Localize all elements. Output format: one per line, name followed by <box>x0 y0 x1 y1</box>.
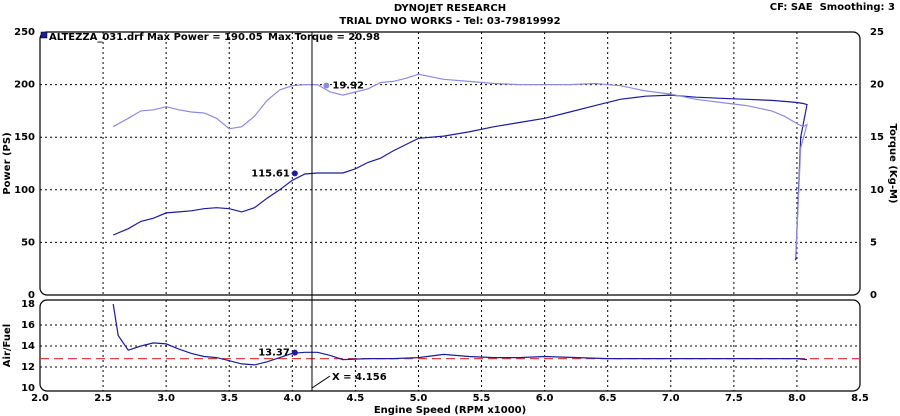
chart-subtitle: TRIAL DYNO WORKS - Tel: 03-79819992 <box>339 16 560 27</box>
x-tick-label: 7.0 <box>662 393 680 404</box>
y-tick-label: 150 <box>14 132 35 143</box>
y2-tick-label: 0 <box>870 290 877 301</box>
y2-axis-label: Torque (Kg-M) <box>887 124 898 204</box>
legend-icon <box>40 31 48 39</box>
y2-tick-label: 25 <box>870 27 884 38</box>
annotation-marker <box>291 170 298 177</box>
cursor-label: X = 4.156 <box>332 372 387 383</box>
series-line <box>112 73 808 259</box>
y-tick-label: 100 <box>14 185 35 196</box>
cursor-pointer <box>311 375 331 389</box>
y-tick-label: 16 <box>21 320 35 331</box>
x-tick-label: 4.0 <box>283 393 301 404</box>
legend-text: Max Torque = 20.98 <box>268 32 380 43</box>
settings-label: CF: SAE Smoothing: 3 <box>770 2 895 13</box>
y-axis-label: Air/Fuel <box>2 324 13 367</box>
x-axis-label: Engine Speed (RPM x1000) <box>374 405 526 416</box>
y2-tick-label: 15 <box>870 132 884 143</box>
annotation-marker <box>291 349 298 356</box>
x-tick-label: 4.5 <box>347 393 365 404</box>
y-tick-label: 250 <box>14 27 35 38</box>
x-tick-label: 2.5 <box>94 393 112 404</box>
y2-tick-label: 10 <box>870 185 884 196</box>
y-tick-label: 14 <box>21 341 35 352</box>
annotation-label: 13.37 <box>258 348 290 359</box>
series-line <box>112 303 808 366</box>
x-tick-label: 6.5 <box>599 393 617 404</box>
x-tick-label: 7.5 <box>725 393 743 404</box>
y-tick-label: 12 <box>21 362 35 373</box>
x-tick-label: 5.5 <box>473 393 491 404</box>
y-tick-label: 18 <box>21 299 35 310</box>
y-tick-label: 200 <box>14 80 35 91</box>
annotation-marker <box>323 82 330 89</box>
x-tick-label: 3.5 <box>220 393 238 404</box>
y-tick-label: 10 <box>21 383 35 394</box>
x-tick-label: 6.0 <box>536 393 554 404</box>
y2-tick-label: 20 <box>870 80 884 91</box>
x-tick-label: 2.0 <box>31 393 49 404</box>
x-tick-label: 8.5 <box>851 393 869 404</box>
annotation-label: 19.92 <box>332 80 364 91</box>
y-axis-label: Power (PS) <box>2 132 13 194</box>
series-line <box>112 94 808 261</box>
legend-text: ALTEZZA_031.drf Max Power = 190.05 <box>49 32 263 43</box>
x-tick-label: 8.0 <box>788 393 806 404</box>
x-tick-label: 3.0 <box>157 393 175 404</box>
y-tick-label: 0 <box>28 290 35 301</box>
y2-tick-label: 5 <box>870 237 877 248</box>
chart-title: DYNOJET RESEARCH <box>394 3 506 14</box>
annotation-label: 115.61 <box>251 168 290 179</box>
x-tick-label: 5.0 <box>410 393 428 404</box>
y-tick-label: 50 <box>21 237 35 248</box>
panel-frame <box>39 31 861 296</box>
